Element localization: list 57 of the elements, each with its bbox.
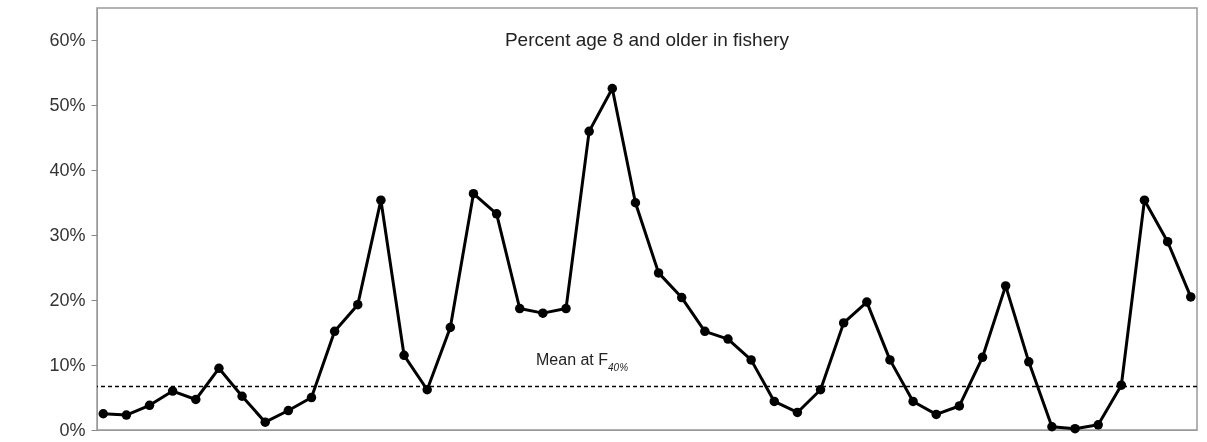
point: [769, 396, 779, 407]
point: [676, 292, 687, 303]
y-tick-label: 20%: [49, 289, 86, 310]
point: [306, 392, 317, 403]
y-tick-label: 40%: [49, 159, 86, 180]
point: [191, 394, 201, 405]
y-tick-label: 0%: [59, 419, 86, 440]
point: [515, 303, 525, 314]
point: [1000, 281, 1011, 291]
point: [167, 386, 178, 396]
point: [121, 410, 132, 420]
point: [399, 350, 409, 361]
point: [422, 385, 432, 395]
point: [376, 195, 386, 205]
y-tick-label: 30%: [49, 224, 86, 245]
point: [862, 297, 872, 307]
y-tick-label: 10%: [49, 354, 86, 375]
point: [977, 352, 988, 363]
point: [283, 405, 294, 416]
point: [931, 409, 941, 420]
point: [353, 299, 363, 310]
point: [1139, 195, 1150, 205]
point: [815, 385, 826, 395]
point: [1024, 357, 1034, 367]
point: [746, 355, 756, 365]
point: [144, 400, 155, 411]
point: [237, 391, 247, 401]
point: [98, 409, 108, 419]
point: [538, 308, 548, 318]
point: [1093, 420, 1103, 430]
point: [329, 326, 340, 337]
point: [838, 318, 849, 328]
point: [491, 209, 502, 219]
point: [1116, 380, 1127, 390]
point: [1070, 423, 1080, 434]
point: [607, 83, 618, 94]
point: [908, 396, 918, 407]
point: [1186, 292, 1196, 302]
ref-line-label: Mean at F$_{40%}$: [536, 350, 629, 372]
point: [214, 363, 224, 374]
point: [1162, 236, 1173, 247]
y-tick-label: 50%: [49, 94, 86, 115]
point: [653, 268, 664, 278]
point: [792, 407, 803, 418]
point: [260, 417, 270, 427]
text: Percent age 8 and older in fishery: [504, 29, 790, 50]
y-tick-label: 60%: [49, 29, 86, 50]
point: [954, 401, 965, 411]
point: [561, 303, 571, 314]
point: [468, 188, 479, 199]
point: [723, 334, 733, 344]
point: [1047, 422, 1057, 432]
point: [700, 326, 710, 337]
point: [885, 355, 895, 365]
point: [630, 198, 641, 208]
point: [445, 322, 456, 333]
point: [584, 126, 594, 137]
